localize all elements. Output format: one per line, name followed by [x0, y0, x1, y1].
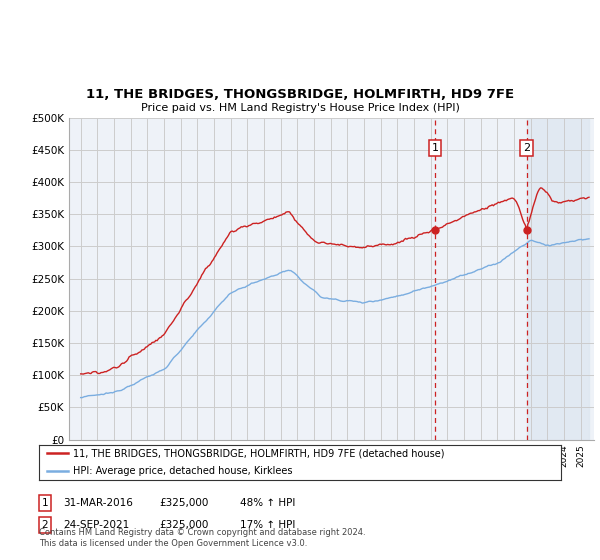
Text: Contains HM Land Registry data © Crown copyright and database right 2024.
This d: Contains HM Land Registry data © Crown c…: [39, 528, 365, 548]
Text: 17% ↑ HPI: 17% ↑ HPI: [240, 520, 295, 530]
Text: £325,000: £325,000: [159, 498, 208, 508]
Text: 24-SEP-2021: 24-SEP-2021: [63, 520, 129, 530]
Text: 11, THE BRIDGES, THONGSBRIDGE, HOLMFIRTH, HD9 7FE: 11, THE BRIDGES, THONGSBRIDGE, HOLMFIRTH…: [86, 87, 514, 101]
Text: 11, THE BRIDGES, THONGSBRIDGE, HOLMFIRTH, HD9 7FE (detached house): 11, THE BRIDGES, THONGSBRIDGE, HOLMFIRTH…: [73, 449, 445, 459]
Text: 2: 2: [523, 143, 530, 153]
Text: 1: 1: [41, 498, 49, 508]
Text: 31-MAR-2016: 31-MAR-2016: [63, 498, 133, 508]
Text: £325,000: £325,000: [159, 520, 208, 530]
Text: HPI: Average price, detached house, Kirklees: HPI: Average price, detached house, Kirk…: [73, 466, 292, 476]
Text: 48% ↑ HPI: 48% ↑ HPI: [240, 498, 295, 508]
Text: Price paid vs. HM Land Registry's House Price Index (HPI): Price paid vs. HM Land Registry's House …: [140, 102, 460, 113]
Text: 1: 1: [431, 143, 439, 153]
Text: 2: 2: [41, 520, 49, 530]
Bar: [527, 118, 589, 440]
